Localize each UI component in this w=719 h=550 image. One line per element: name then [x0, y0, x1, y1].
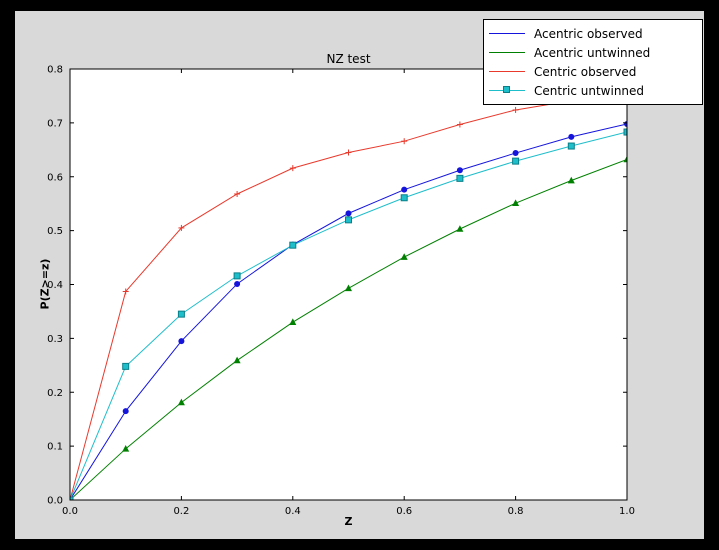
legend-line	[489, 33, 525, 34]
y-tick-label: 0.6	[47, 172, 63, 183]
legend-entry: Acentric observed	[489, 24, 697, 43]
legend-entry: Centric observed	[489, 62, 697, 81]
legend-line	[489, 71, 525, 72]
legend-entry: Acentric untwinned	[489, 43, 697, 62]
x-axis-label: Z	[344, 515, 353, 528]
marker-triangle	[345, 284, 352, 292]
marker-triangle	[456, 225, 464, 232]
marker-square	[177, 310, 185, 318]
marker-triangle	[177, 398, 185, 406]
marker-circle	[178, 338, 185, 345]
legend-label: Centric observed	[534, 64, 637, 79]
y-tick-label: 0.1	[47, 442, 63, 453]
y-tick-label: 0.7	[47, 118, 63, 129]
marker-triangle	[400, 253, 408, 260]
marker-triangle	[567, 176, 575, 184]
legend-line-sample	[489, 67, 525, 76]
legend: Acentric observed Acentric untwinned Centr…	[483, 19, 703, 105]
y-axis-label: P(Z>=z)	[38, 258, 52, 310]
y-tick-label: 0.4	[47, 280, 63, 291]
legend-line-sample	[489, 86, 525, 95]
y-tick-label: 0.5	[47, 226, 63, 237]
figure: 0.0 0.2 0.4 0.6 0.8 1.0 0.0 0.1 0.2 0.3 0.4 0.5 0.6 0…	[15, 11, 704, 539]
legend-label: Acentric observed	[534, 26, 643, 41]
series-group	[70, 90, 627, 500]
plot-area: 0.0 0.2 0.4 0.6 0.8 1.0 0.0 0.1 0.2 0.3 0.4 0.5 0.6 0…	[47, 65, 635, 518]
marker-triangle	[233, 356, 241, 364]
marker-triangle	[623, 155, 627, 163]
legend-line-sample	[489, 48, 525, 57]
marker-circle	[568, 133, 575, 140]
legend-line	[489, 52, 525, 53]
marker-circle	[234, 280, 241, 287]
y-tick-label: 0.0	[47, 496, 63, 507]
marker-square	[345, 216, 352, 224]
marker-square	[623, 128, 627, 136]
y-tick-label: 0.2	[47, 388, 63, 399]
x-tick-label: 0.6	[396, 506, 412, 517]
marker-square	[70, 496, 74, 500]
legend-label: Acentric untwinned	[534, 45, 651, 60]
x-tick-label: 1.0	[619, 506, 635, 517]
legend-square-marker-icon	[503, 86, 510, 93]
marker-square	[122, 362, 130, 370]
marker-triangle	[289, 318, 297, 326]
marker-square	[456, 174, 464, 182]
marker-square	[233, 272, 241, 280]
chart-title: NZ test	[326, 52, 371, 66]
x-tick-label: 0.8	[508, 506, 524, 517]
legend-label: Centric untwinned	[534, 83, 645, 98]
y-tick-label: 0.8	[47, 65, 63, 76]
marker-circle	[456, 167, 463, 174]
marker-triangle	[122, 445, 130, 452]
marker-triangle	[512, 199, 520, 206]
marker-circle	[122, 408, 129, 415]
legend-line-sample	[489, 29, 525, 38]
marker-circle	[512, 150, 519, 157]
marker-circle	[345, 210, 352, 217]
x-tick-label: 0.0	[62, 506, 78, 517]
x-tick-label: 0.4	[285, 506, 301, 517]
marker-square	[400, 194, 408, 202]
axes-frame	[69, 68, 628, 501]
marker-square	[512, 157, 520, 165]
marker-circle	[401, 186, 408, 193]
legend-entry: Centric untwinned	[489, 81, 697, 100]
marker-square	[289, 241, 297, 249]
x-tick-label: 0.2	[173, 506, 189, 517]
y-tick-label: 0.3	[47, 334, 63, 345]
marker-square	[567, 142, 575, 150]
